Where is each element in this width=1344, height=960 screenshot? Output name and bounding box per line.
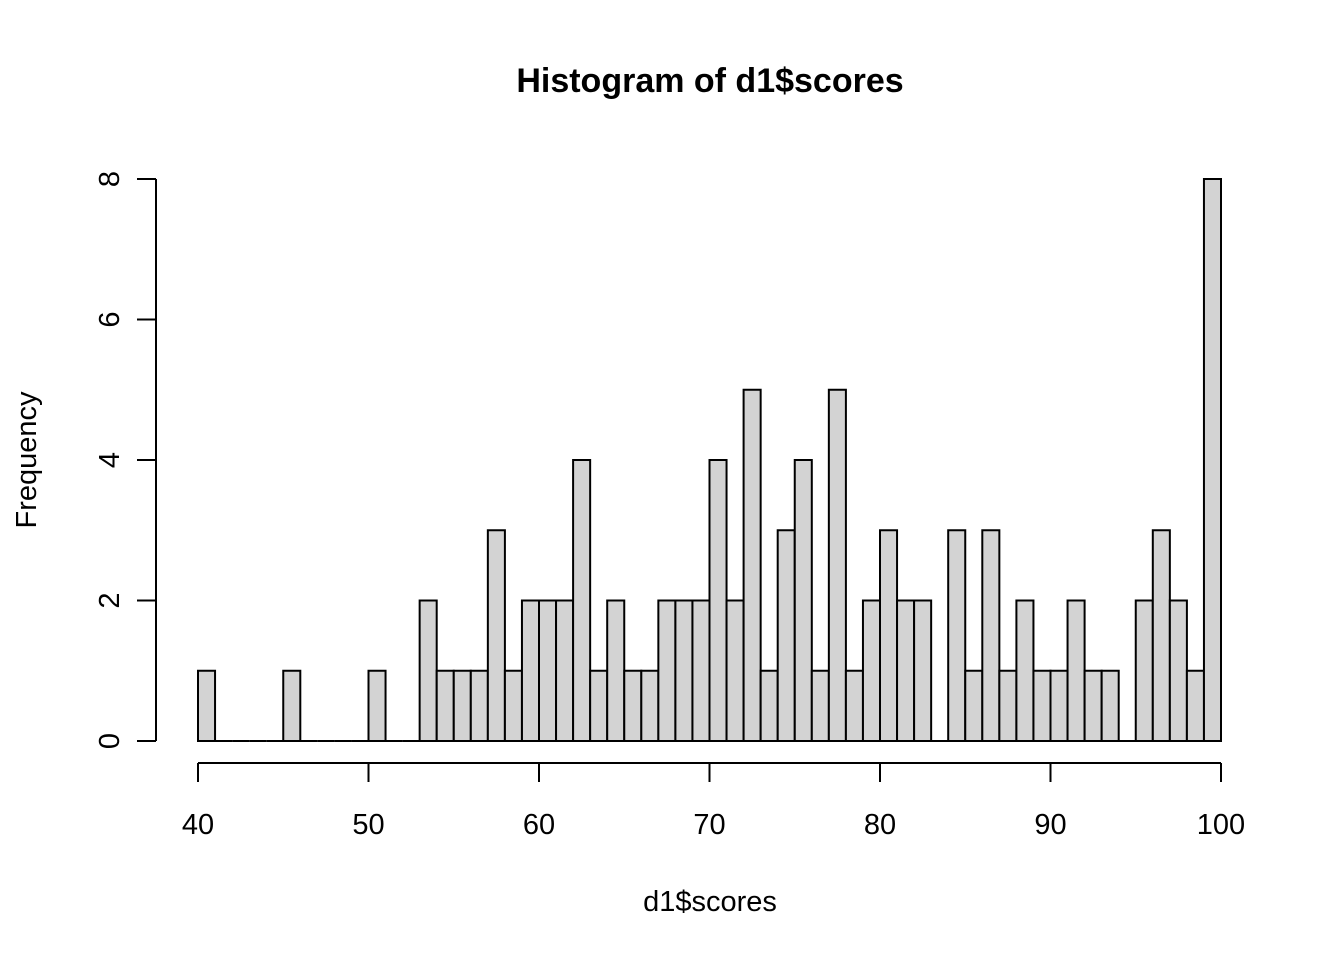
histogram-bar — [469, 669, 489, 742]
x-tick-label: 50 — [352, 809, 384, 841]
histogram-bar — [708, 459, 728, 742]
histogram-bar — [572, 459, 592, 742]
histogram-bar — [1083, 669, 1103, 742]
histogram-bar — [896, 599, 916, 742]
histogram-bar — [589, 669, 609, 742]
y-tick-label: 8 — [94, 171, 126, 187]
y-tick-label: 2 — [94, 592, 126, 608]
x-axis: 40 50 60 70 80 90 100 — [182, 762, 1245, 841]
histogram-bar — [657, 599, 677, 742]
histogram-bar — [503, 669, 523, 742]
histogram-bar — [998, 669, 1018, 742]
histogram-bar — [793, 459, 813, 742]
x-axis-label: d1$scores — [643, 886, 777, 918]
histogram-bar — [282, 669, 302, 742]
histogram-bar — [964, 669, 984, 742]
histogram-bar — [691, 599, 711, 742]
histogram-bar — [913, 599, 933, 742]
x-tick-label: 90 — [1034, 809, 1066, 841]
histogram-bar — [879, 529, 899, 742]
histogram-bar — [1049, 669, 1069, 742]
histogram-bar — [606, 599, 626, 742]
x-tick-label: 70 — [693, 809, 725, 841]
histogram-bar — [861, 599, 882, 742]
histogram-bar — [1168, 599, 1188, 742]
histogram-bar — [776, 529, 796, 742]
histogram-bar — [759, 669, 779, 742]
histogram-bar — [1066, 599, 1086, 742]
histogram-bar — [1134, 599, 1154, 742]
histogram-bar — [418, 599, 438, 742]
histogram-bar — [197, 669, 217, 742]
histogram-bar — [538, 599, 558, 742]
x-tick-label: 60 — [523, 809, 555, 841]
x-tick-label: 100 — [1197, 809, 1245, 841]
y-tick-label: 6 — [94, 311, 126, 327]
histogram-bar — [1032, 669, 1052, 742]
y-axis: 0 2 4 6 8 — [94, 171, 157, 749]
histogram-bar — [725, 599, 745, 742]
histogram-bar — [623, 669, 643, 742]
histogram-bar — [367, 669, 387, 742]
histogram-bar — [1015, 599, 1035, 742]
y-axis-label: Frequency — [11, 391, 43, 529]
histogram-bar — [520, 599, 541, 742]
histogram-bar — [947, 529, 967, 742]
y-tick-label: 0 — [94, 733, 126, 749]
histogram-bar — [810, 669, 830, 742]
histogram-bar — [1151, 529, 1171, 742]
histogram-bar — [1100, 669, 1120, 742]
histogram-bar — [640, 669, 660, 742]
histogram-bar — [555, 599, 575, 742]
histogram-bar — [1202, 178, 1222, 742]
bars-group — [197, 178, 1222, 742]
chart-title: Histogram of d1$scores — [516, 62, 903, 100]
histogram-bar — [435, 669, 455, 742]
histogram-bar — [844, 669, 864, 742]
histogram-bar — [981, 529, 1001, 742]
x-tick-label: 80 — [864, 809, 896, 841]
y-tick-label: 4 — [94, 452, 126, 468]
histogram-bar — [742, 388, 762, 742]
histogram-bar — [674, 599, 694, 742]
histogram-bar — [486, 529, 506, 742]
histogram-bar — [827, 388, 847, 742]
histogram-bar — [452, 669, 472, 742]
x-tick-label: 40 — [182, 809, 214, 841]
histogram-bar — [1185, 669, 1205, 742]
